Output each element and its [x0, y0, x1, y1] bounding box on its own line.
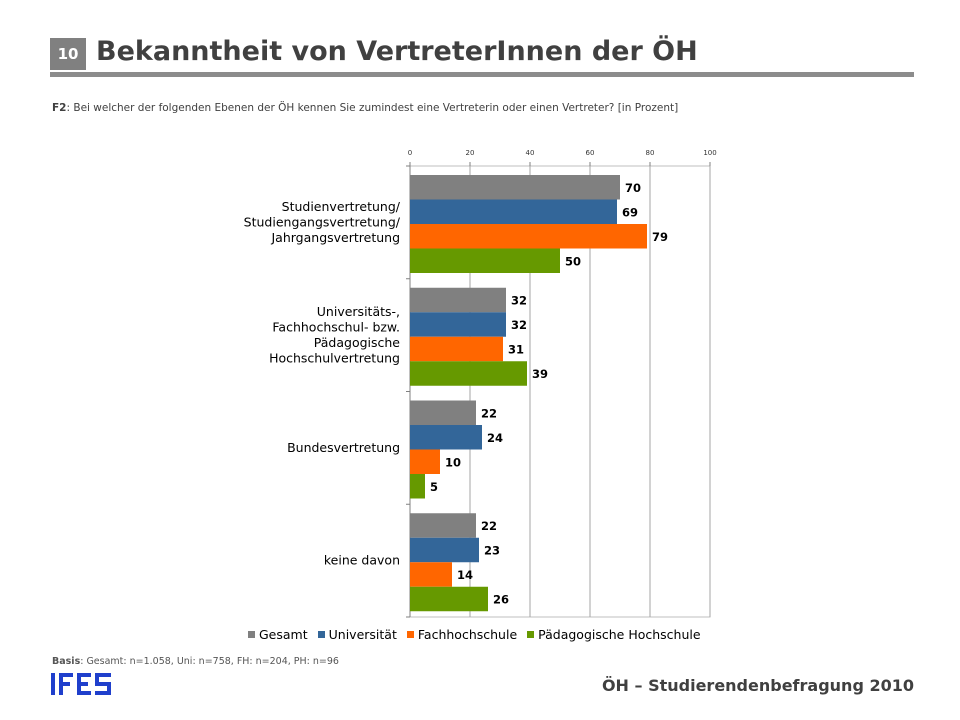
bar-gesamt [410, 400, 476, 425]
data-label: 24 [487, 431, 503, 445]
category-label: Studienvertretung/Studiengangsvertretung… [244, 199, 401, 245]
bar-universit-t [410, 425, 482, 450]
category-label: Universitäts-, Fachhochschul- bzw. Pädagog… [269, 304, 400, 366]
data-label: 22 [481, 519, 497, 533]
data-label: 70 [625, 181, 641, 195]
x-tick-label: 20 [466, 149, 475, 157]
category-label-line: Studienvertretung/ [282, 199, 401, 214]
legend-item: Gesamt [248, 627, 308, 642]
legend-item: Pädagogische Hochschule [527, 627, 701, 642]
bar-fachhochschule [410, 449, 440, 474]
x-tick-label: 0 [408, 149, 412, 157]
x-tick-label: 100 [703, 149, 716, 157]
legend-label: Pädagogische Hochschule [538, 627, 701, 642]
bar-fachhochschule [410, 336, 503, 362]
category-label-line: Fachhochschul- bzw. [272, 319, 400, 334]
category-label-line: Hochschulvertretung [269, 350, 400, 365]
slide-number: 10 [50, 38, 86, 70]
basis-text: : Gesamt: n=1.058, Uni: n=758, FH: n=204… [80, 656, 339, 667]
x-tick-label: 80 [646, 149, 655, 157]
data-label: 26 [493, 593, 509, 607]
category-label-line: Universitäts-, [317, 304, 400, 319]
data-label: 50 [565, 254, 581, 268]
category-label: keine davon [324, 553, 400, 568]
page-title: Bekanntheit von VertreterInnen der ÖH [96, 36, 698, 67]
category-label: Bundesvertretung [287, 440, 400, 455]
bar-gesamt [410, 175, 620, 200]
x-tick-label: 40 [526, 149, 535, 157]
data-label: 32 [511, 318, 527, 332]
data-label: 22 [481, 406, 497, 420]
bar-fachhochschule [410, 224, 647, 249]
data-label: 79 [652, 230, 668, 244]
legend-swatch [406, 631, 414, 638]
footer-title: ÖH – Studierendenbefragung 2010 [601, 676, 914, 695]
legend-item: Fachhochschule [406, 627, 518, 642]
chart-legend: Gesamt Universität Fachhochschule Pädagogis… [248, 627, 711, 642]
bar-gesamt [410, 287, 506, 313]
legend-label: Universität [328, 627, 397, 642]
legend-swatch [248, 631, 255, 638]
legend-label: Gesamt [259, 627, 308, 642]
legend-swatch [317, 631, 325, 638]
category-label-line: Studiengangsvertretung/ [244, 214, 401, 229]
bar-universit-t [410, 199, 617, 224]
x-tick-label: 60 [586, 149, 595, 157]
ifes-logo [50, 671, 116, 701]
bar-universit-t [410, 312, 506, 337]
legend-item: Universität [317, 627, 397, 642]
category-label-line: keine davon [324, 553, 400, 568]
basis-note: Basis: Gesamt: n=1.058, Uni: n=758, FH: … [52, 656, 339, 667]
data-label: 10 [445, 455, 461, 469]
question-text: F2: Bei welcher der folgenden Ebenen der… [52, 102, 678, 114]
data-label: 23 [484, 544, 500, 558]
legend-swatch [527, 631, 535, 638]
bar-fachhochschule [410, 562, 452, 587]
bar-p-dagogische-hochschule [410, 361, 527, 386]
legend-label: Fachhochschule [417, 627, 518, 642]
data-label: 31 [508, 343, 524, 357]
title-underline [50, 72, 914, 77]
category-label-line: Jahrgangsvertretung [270, 230, 400, 245]
bar-p-dagogische-hochschule [410, 586, 488, 612]
data-label: 39 [532, 367, 548, 381]
question-body: : Bei welcher der folgenden Ebenen der Ö… [66, 102, 679, 114]
category-label-line: Bundesvertretung [287, 440, 400, 455]
data-label: 69 [622, 205, 638, 219]
data-label: 32 [511, 294, 527, 308]
bar-p-dagogische-hochschule [410, 474, 425, 499]
data-label: 5 [430, 480, 438, 494]
question-code: F2 [52, 102, 67, 114]
bar-universit-t [410, 537, 479, 563]
category-label-line: Pädagogische [314, 335, 401, 350]
basis-label: Basis [52, 656, 81, 667]
data-label: 14 [457, 568, 473, 582]
bar-p-dagogische-hochschule [410, 248, 560, 273]
bar-gesamt [410, 513, 476, 538]
